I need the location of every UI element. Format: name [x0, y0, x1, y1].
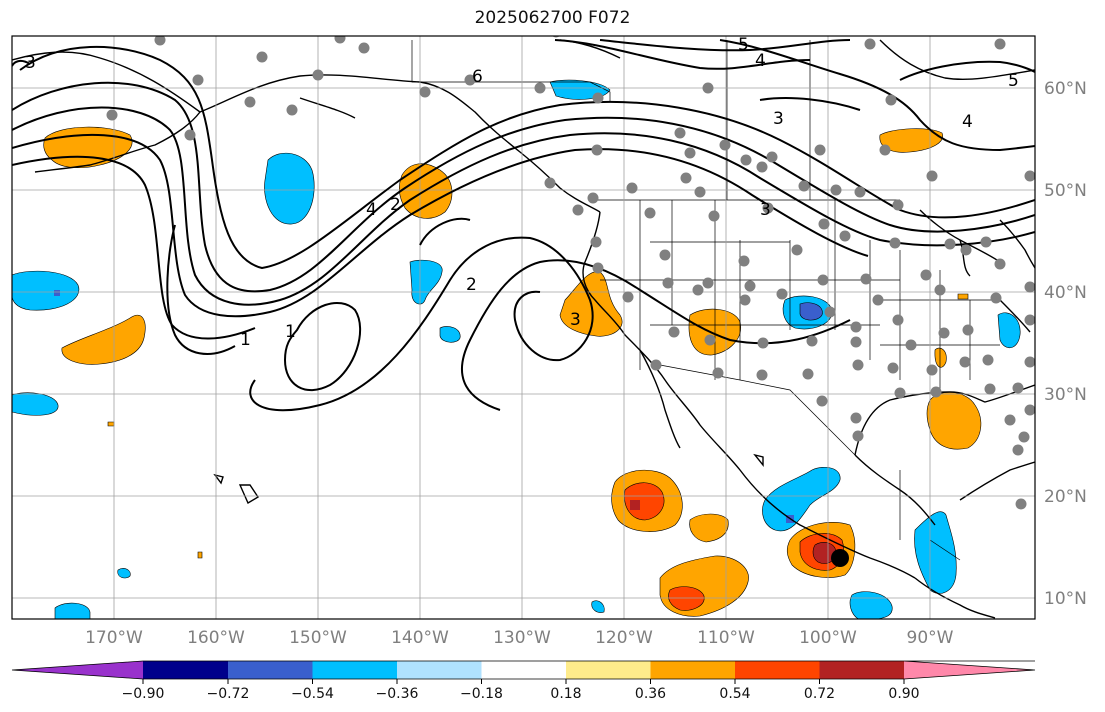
- colorbar-segment: [143, 661, 228, 679]
- contour-label: 5: [738, 35, 749, 55]
- lon-label: 90°W: [907, 628, 954, 648]
- graticule: [12, 36, 1035, 619]
- colorbar: −0.90 −0.72 −0.54 −0.36 −0.18 0.18 0.36 …: [11, 660, 1036, 702]
- station-markers: [106, 36, 1035, 510]
- shaded-areas: [12, 79, 1021, 619]
- contour-labels: 1 1 2 2 3 3 3 3 4 4 4 5 5 6: [25, 35, 1019, 350]
- colorbar-segment: [819, 661, 904, 679]
- colorbar-segment: [481, 661, 566, 679]
- lat-label: 10°N: [1044, 589, 1087, 609]
- contour-label: 3: [25, 53, 36, 73]
- political-borders: [411, 40, 1000, 561]
- colorbar-segment: [228, 661, 313, 679]
- contour-label: 6: [472, 67, 483, 87]
- colorbar-extend-high: [904, 661, 1035, 679]
- lon-label: 150°W: [289, 628, 347, 648]
- contour-label: 4: [962, 112, 973, 132]
- contour-label: 2: [390, 195, 401, 215]
- contour-label: 2: [466, 275, 477, 295]
- longitude-labels: 170°W 160°W 150°W 140°W 130°W 120°W 110°…: [85, 628, 954, 648]
- lat-label: 60°N: [1044, 79, 1087, 99]
- contour-label: 4: [366, 200, 377, 220]
- colorbar-tick-label: 0.54: [719, 686, 750, 702]
- colorbar-tick-label: −0.90: [122, 686, 165, 702]
- lat-label: 30°N: [1044, 385, 1087, 405]
- lon-label: 140°W: [391, 628, 449, 648]
- chart-title: 2025062700 F072: [474, 8, 631, 28]
- colorbar-tick-label: 0.72: [804, 686, 835, 702]
- colorbar-extend-low: [12, 661, 143, 679]
- lon-label: 160°W: [187, 628, 245, 648]
- colorbar-segment: [312, 661, 397, 679]
- contour-label: 4: [755, 51, 766, 71]
- lon-label: 110°W: [697, 628, 755, 648]
- colorbar-segment: [566, 661, 651, 679]
- colorbar-segment: [735, 661, 820, 679]
- lon-label: 120°W: [595, 628, 653, 648]
- colorbar-tick-label: −0.36: [376, 686, 419, 702]
- colorbar-tick-label: 0.36: [635, 686, 666, 702]
- contour-label: 3: [773, 109, 784, 129]
- contour-label: 1: [240, 330, 251, 350]
- latitude-labels: 60°N 50°N 40°N 30°N 20°N 10°N: [1044, 79, 1087, 609]
- colorbar-tick-label: 0.90: [888, 686, 919, 702]
- center-marker: [831, 549, 849, 567]
- contour-label: 3: [760, 200, 771, 220]
- lat-label: 20°N: [1044, 487, 1087, 507]
- contour-label: 5: [1008, 71, 1019, 91]
- contour-label: 3: [570, 310, 581, 330]
- colorbar-segment: [650, 661, 735, 679]
- colorbar-tick-label: −0.18: [460, 686, 503, 702]
- lat-label: 50°N: [1044, 181, 1087, 201]
- map-frame: [11, 35, 1036, 620]
- colorbar-segment: [397, 661, 482, 679]
- colorbar-tick-label: 0.18: [550, 686, 581, 702]
- colorbar-tick-label: −0.54: [291, 686, 334, 702]
- lon-label: 170°W: [85, 628, 143, 648]
- height-contours: [12, 39, 1035, 412]
- lat-label: 40°N: [1044, 283, 1087, 303]
- lon-label: 100°W: [799, 628, 857, 648]
- contour-label: 1: [285, 322, 296, 342]
- colorbar-tick-label: −0.72: [207, 686, 250, 702]
- lon-label: 130°W: [493, 628, 551, 648]
